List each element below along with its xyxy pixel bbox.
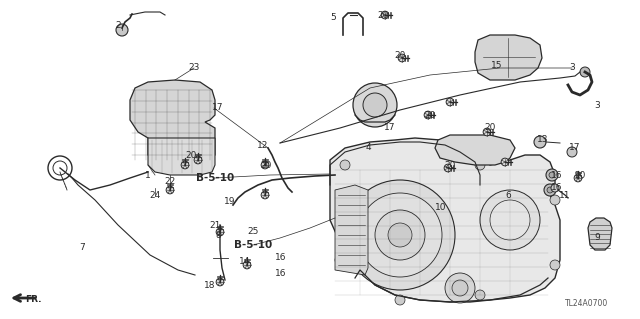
- Text: 10: 10: [435, 204, 447, 212]
- Circle shape: [216, 278, 224, 286]
- Text: 17: 17: [212, 103, 224, 113]
- Text: TL24A0700: TL24A0700: [564, 299, 608, 308]
- Text: 20: 20: [186, 151, 196, 160]
- Text: 4: 4: [365, 144, 371, 152]
- Circle shape: [243, 261, 251, 269]
- Circle shape: [345, 180, 455, 290]
- Circle shape: [261, 161, 269, 169]
- Text: 17: 17: [569, 144, 580, 152]
- Text: 6: 6: [505, 190, 511, 199]
- Circle shape: [398, 54, 406, 62]
- Circle shape: [446, 98, 454, 106]
- Circle shape: [444, 164, 452, 172]
- Text: 13: 13: [537, 136, 548, 145]
- Text: 19: 19: [224, 197, 236, 206]
- Circle shape: [546, 169, 558, 181]
- Polygon shape: [475, 35, 542, 80]
- Circle shape: [340, 160, 350, 170]
- Circle shape: [424, 111, 432, 119]
- Text: 17: 17: [384, 123, 396, 132]
- Circle shape: [358, 193, 442, 277]
- Text: 20: 20: [444, 160, 456, 169]
- Text: B-5-10: B-5-10: [234, 240, 272, 250]
- Circle shape: [445, 273, 475, 303]
- Circle shape: [335, 255, 345, 265]
- Circle shape: [550, 260, 560, 270]
- Text: 16: 16: [275, 254, 287, 263]
- Text: 20: 20: [260, 160, 272, 169]
- Circle shape: [375, 210, 425, 260]
- Circle shape: [455, 143, 465, 153]
- Text: 5: 5: [330, 13, 336, 23]
- Circle shape: [363, 93, 387, 117]
- Text: 7: 7: [79, 243, 85, 253]
- Text: 16: 16: [551, 183, 563, 192]
- Circle shape: [475, 160, 485, 170]
- Text: 20: 20: [378, 11, 388, 19]
- Text: 3: 3: [594, 100, 600, 109]
- Circle shape: [501, 158, 509, 166]
- Text: B-5-10: B-5-10: [196, 173, 234, 183]
- Polygon shape: [330, 138, 560, 302]
- Circle shape: [181, 161, 189, 169]
- Circle shape: [166, 186, 174, 194]
- Text: 20: 20: [574, 170, 586, 180]
- Circle shape: [580, 67, 590, 77]
- Text: 16: 16: [275, 270, 287, 278]
- Circle shape: [388, 223, 412, 247]
- Circle shape: [116, 24, 128, 36]
- Circle shape: [574, 174, 582, 182]
- Circle shape: [475, 290, 485, 300]
- Text: 1: 1: [145, 170, 151, 180]
- Circle shape: [452, 280, 468, 296]
- Polygon shape: [435, 135, 515, 165]
- Text: FR.: FR.: [25, 295, 42, 304]
- Circle shape: [551, 184, 559, 192]
- Circle shape: [261, 191, 269, 199]
- Circle shape: [381, 11, 389, 19]
- Text: 14: 14: [239, 257, 251, 266]
- Polygon shape: [335, 185, 368, 275]
- Text: 16: 16: [551, 170, 563, 180]
- Text: 2: 2: [115, 20, 121, 29]
- Circle shape: [483, 128, 491, 136]
- Text: 11: 11: [559, 190, 571, 199]
- Polygon shape: [588, 218, 612, 250]
- Text: 22: 22: [164, 177, 175, 187]
- Text: 8: 8: [215, 231, 221, 240]
- Circle shape: [547, 187, 553, 193]
- Circle shape: [544, 184, 556, 196]
- Text: 12: 12: [257, 140, 269, 150]
- Circle shape: [194, 156, 202, 164]
- Circle shape: [534, 136, 546, 148]
- Polygon shape: [130, 80, 215, 163]
- Circle shape: [567, 147, 577, 157]
- Text: 15: 15: [492, 61, 503, 70]
- Polygon shape: [148, 138, 215, 175]
- Text: 18: 18: [204, 280, 216, 290]
- Circle shape: [550, 195, 560, 205]
- Circle shape: [490, 200, 530, 240]
- Circle shape: [549, 172, 555, 178]
- Text: 21: 21: [209, 220, 221, 229]
- Text: 25: 25: [247, 227, 259, 236]
- Text: 24: 24: [149, 190, 161, 199]
- Circle shape: [395, 295, 405, 305]
- Text: 20: 20: [394, 50, 406, 60]
- Text: 20: 20: [424, 110, 436, 120]
- Text: 23: 23: [188, 63, 200, 72]
- Circle shape: [353, 83, 397, 127]
- Circle shape: [480, 190, 540, 250]
- Text: 3: 3: [569, 63, 575, 72]
- Text: 9: 9: [594, 234, 600, 242]
- Circle shape: [216, 228, 224, 236]
- Text: 20: 20: [484, 123, 496, 132]
